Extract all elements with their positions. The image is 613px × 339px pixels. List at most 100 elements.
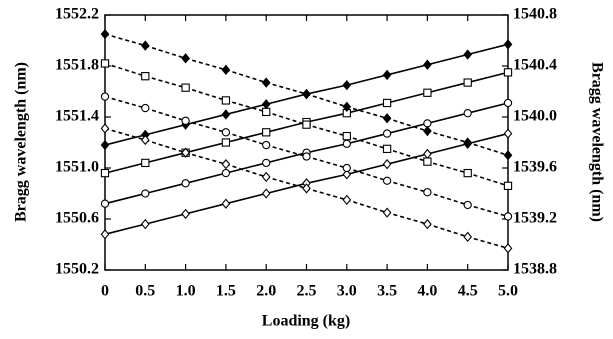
- marker: [140, 134, 150, 146]
- marker: [262, 140, 271, 150]
- y2-axis-label: Bragg wavelength (nm): [588, 62, 605, 222]
- marker: [262, 158, 271, 168]
- marker: [382, 158, 392, 170]
- marker: [463, 231, 473, 243]
- marker: [342, 139, 351, 148]
- marker: [100, 123, 110, 134]
- y-tick-label: 1551.4: [55, 108, 99, 125]
- y-tick-label: 1551.0: [55, 159, 99, 176]
- marker: [141, 189, 150, 198]
- marker: [221, 198, 231, 209]
- marker: [221, 128, 231, 137]
- marker: [503, 128, 513, 139]
- marker: [181, 147, 190, 158]
- marker: [302, 120, 311, 129]
- marker: [261, 77, 271, 88]
- marker: [141, 103, 150, 113]
- marker: [382, 98, 392, 108]
- marker: [261, 99, 271, 110]
- marker: [503, 212, 513, 221]
- marker: [463, 49, 473, 60]
- y-tick-label: 1550.6: [55, 210, 99, 227]
- marker: [463, 109, 472, 118]
- marker: [342, 163, 351, 173]
- marker: [382, 69, 392, 81]
- marker: [100, 92, 110, 101]
- marker: [181, 83, 190, 92]
- x-tick-label: 2.0: [256, 283, 276, 300]
- marker: [181, 208, 190, 220]
- x-tick-label: 1.0: [176, 283, 196, 300]
- marker: [302, 152, 311, 161]
- x-tick-label: 4.0: [417, 283, 437, 300]
- marker: [423, 125, 432, 137]
- marker: [181, 53, 190, 64]
- marker: [342, 101, 352, 112]
- marker: [181, 116, 190, 125]
- marker: [503, 39, 513, 50]
- y2-tick-label: 1539.6: [513, 159, 557, 176]
- x-tick-label: 0: [101, 283, 109, 300]
- y-tick-label: 1550.2: [55, 261, 99, 278]
- marker: [100, 168, 110, 178]
- marker: [503, 181, 513, 190]
- marker: [262, 107, 271, 117]
- marker: [503, 98, 513, 108]
- marker: [342, 79, 352, 91]
- y-tick-label: 1551.8: [55, 57, 99, 74]
- x-tick-label: 1.5: [216, 283, 236, 300]
- marker: [181, 179, 190, 188]
- marker: [423, 188, 432, 197]
- marker: [463, 137, 473, 148]
- x-tick-label: 4.5: [458, 283, 478, 300]
- marker: [141, 72, 150, 81]
- marker: [100, 139, 110, 151]
- y2-tick-label: 1539.2: [513, 210, 557, 227]
- marker: [100, 229, 110, 240]
- x-tick-label: 2.5: [297, 283, 317, 300]
- marker: [100, 199, 110, 208]
- marker: [100, 59, 110, 68]
- marker: [382, 129, 392, 138]
- marker: [423, 218, 432, 230]
- marker: [503, 150, 513, 161]
- x-tick-label: 0.5: [135, 283, 155, 300]
- marker: [463, 78, 472, 87]
- marker: [261, 171, 271, 183]
- marker: [100, 28, 110, 40]
- marker: [221, 64, 231, 76]
- marker: [463, 168, 472, 178]
- marker: [503, 243, 513, 254]
- y2-tick-label: 1540.8: [513, 6, 557, 23]
- y2-tick-label: 1540.0: [513, 108, 557, 125]
- plot-frame: [104, 14, 509, 271]
- marker: [423, 148, 432, 160]
- marker: [221, 96, 231, 105]
- marker: [423, 59, 432, 70]
- x-tick-label: 3.0: [337, 283, 357, 300]
- marker: [463, 200, 472, 210]
- marker: [221, 138, 231, 147]
- marker: [302, 183, 311, 194]
- marker: [262, 128, 271, 137]
- y-axis-label: Bragg wavelength (nm): [13, 62, 30, 222]
- marker: [423, 157, 432, 166]
- y2-tick-label: 1540.4: [513, 57, 557, 74]
- marker: [503, 68, 513, 77]
- marker: [382, 113, 392, 124]
- marker: [382, 176, 392, 185]
- marker: [342, 169, 352, 180]
- marker: [342, 194, 352, 206]
- marker: [221, 158, 231, 170]
- x-tick-label: 5.0: [498, 283, 518, 300]
- x-tick-label: 3.5: [377, 283, 397, 300]
- marker: [261, 188, 271, 199]
- marker: [302, 88, 311, 100]
- y-tick-label: 1552.2: [55, 6, 99, 23]
- marker: [382, 207, 392, 218]
- x-axis-label: Loading (kg): [262, 313, 350, 330]
- y2-tick-label: 1538.8: [513, 261, 557, 278]
- marker: [221, 168, 231, 178]
- marker: [342, 131, 351, 141]
